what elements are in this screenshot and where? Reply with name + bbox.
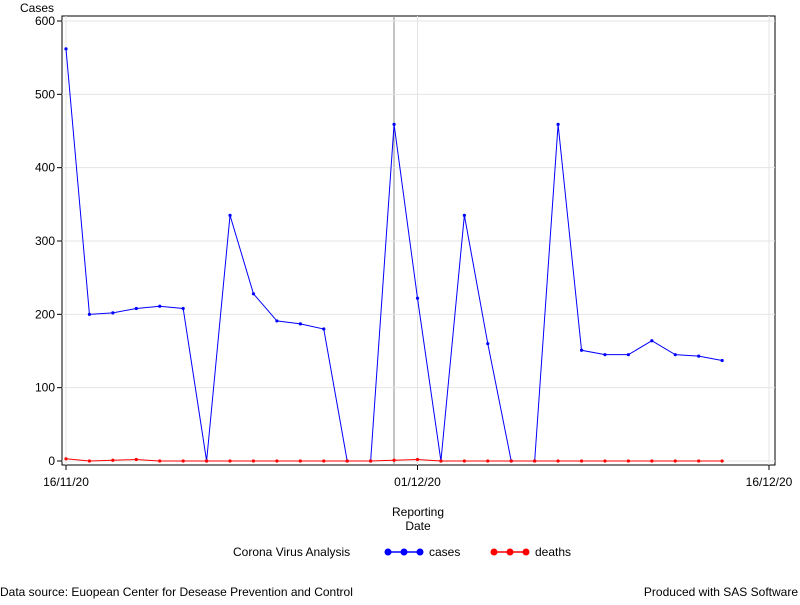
data-point	[322, 327, 326, 331]
data-point	[626, 353, 631, 357]
data-point	[697, 354, 701, 358]
data-point	[134, 457, 138, 462]
data-point	[228, 213, 232, 217]
data-point	[439, 459, 443, 463]
legend-marker	[522, 548, 530, 556]
data-point	[87, 312, 92, 316]
data-point	[158, 304, 162, 308]
legend-marker	[400, 548, 408, 556]
data-point	[181, 306, 185, 311]
data-point	[673, 459, 677, 463]
y-tick-label: 0	[48, 454, 55, 468]
y-tick-label: 400	[35, 161, 55, 175]
y-tick-label: 100	[35, 381, 55, 395]
legend-marker	[490, 548, 498, 556]
data-point	[298, 459, 302, 463]
data-point	[275, 459, 279, 463]
data-point	[415, 296, 420, 300]
data-point	[603, 459, 607, 463]
y-tick-label: 300	[35, 234, 55, 248]
data-point	[251, 292, 256, 296]
data-point	[486, 459, 490, 463]
x-tick-label: 16/11/20	[43, 475, 89, 489]
legend-label: deaths	[535, 545, 571, 559]
data-point	[134, 306, 138, 311]
data-point	[64, 47, 68, 51]
data-point	[111, 458, 115, 462]
data-point	[298, 322, 302, 326]
data-point	[579, 459, 584, 463]
data-point	[158, 459, 162, 463]
data-point	[205, 459, 209, 463]
data-point	[486, 342, 490, 346]
data-point	[181, 459, 185, 463]
y-tick-label: 600	[35, 14, 55, 28]
data-point	[345, 459, 349, 463]
data-point	[462, 213, 466, 217]
data-point	[87, 459, 92, 463]
legend-marker	[416, 548, 424, 556]
data-point	[626, 459, 631, 463]
data-point	[275, 319, 279, 323]
footnote: Produced with SAS Software	[644, 585, 798, 599]
data-point	[509, 459, 513, 463]
data-point	[673, 353, 677, 357]
data-point	[533, 459, 537, 463]
data-point	[369, 459, 373, 463]
legend-title: Corona Virus Analysis	[233, 545, 350, 559]
grid	[62, 16, 775, 465]
data-point	[650, 339, 654, 343]
data-point	[556, 459, 560, 463]
legend-label: cases	[429, 545, 460, 559]
data-point	[462, 459, 466, 463]
y-tick-label: 500	[35, 87, 55, 101]
x-axis-label: Date	[405, 519, 431, 533]
data-point	[697, 459, 701, 463]
data-point	[579, 348, 584, 352]
data-point	[322, 459, 326, 463]
data-point	[228, 459, 232, 463]
data-point	[603, 353, 607, 357]
y-tick-label: 200	[35, 307, 55, 321]
y-axis-label: Cases	[20, 1, 54, 15]
data-point	[111, 311, 115, 315]
data-point	[556, 122, 560, 126]
data-point	[392, 122, 396, 126]
x-axis-label: Reporting	[392, 505, 444, 519]
legend-marker	[506, 548, 514, 556]
legend-marker	[384, 548, 392, 556]
data-point	[415, 457, 420, 462]
data-point	[64, 457, 68, 461]
x-tick-label: 01/12/20	[394, 475, 441, 489]
data-point	[392, 458, 396, 462]
data-point	[251, 459, 256, 463]
footnote: Data source: Euopean Center for Desease …	[0, 585, 353, 599]
data-point	[720, 358, 724, 363]
x-tick-label: 16/12/20	[746, 475, 793, 489]
data-point	[650, 459, 654, 463]
data-point	[720, 459, 724, 463]
